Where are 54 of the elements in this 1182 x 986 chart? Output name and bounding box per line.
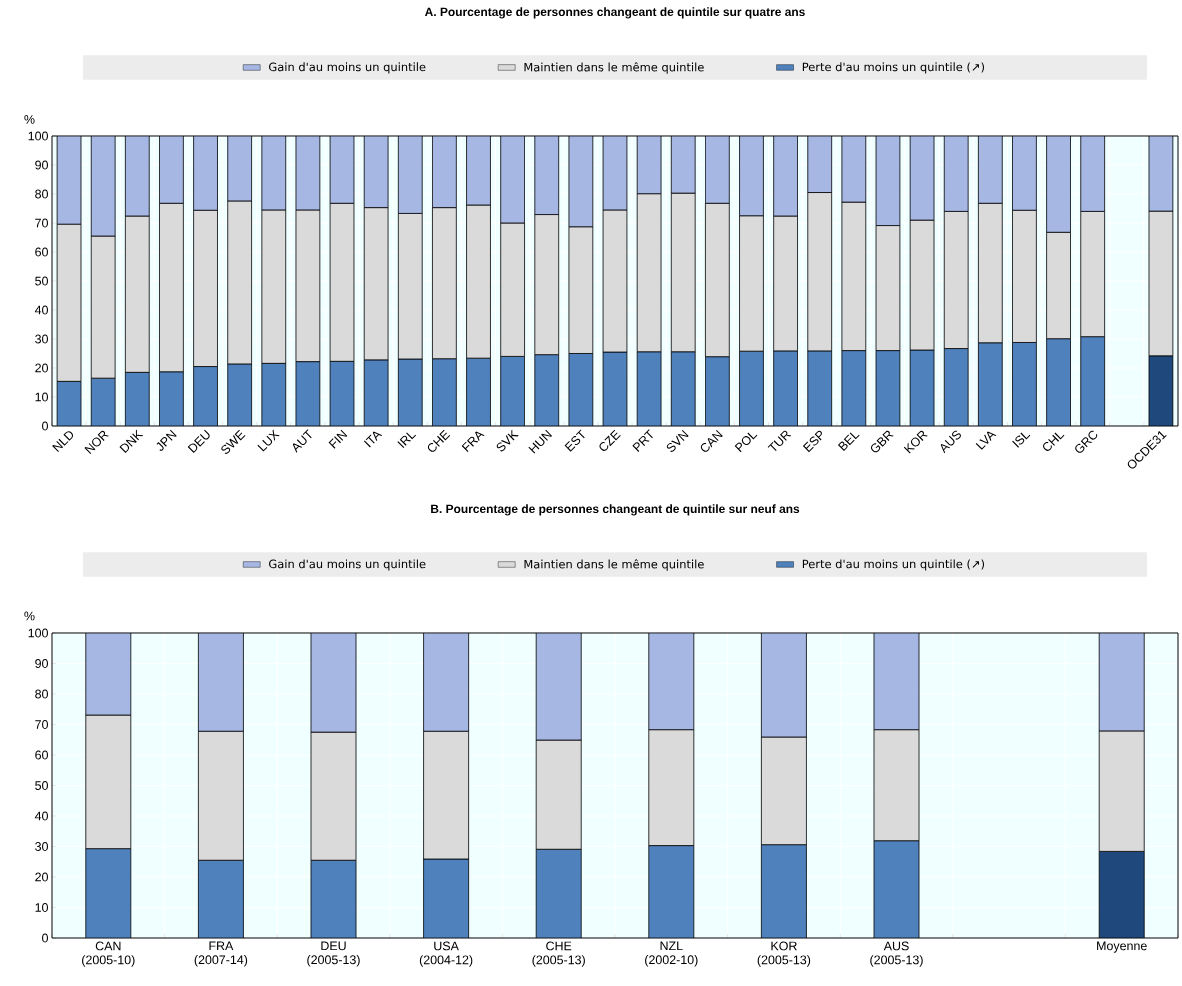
x-tick-label: LVA xyxy=(975,431,997,450)
x-tick-label: NLD xyxy=(52,431,74,453)
x-tick-label: BEL xyxy=(837,432,860,452)
y-tick-label: 90 xyxy=(35,659,48,668)
y-tick-label: 0 xyxy=(42,421,48,431)
y-tick-label: 70 xyxy=(35,218,48,228)
x-tick-label: CHL xyxy=(1043,432,1065,451)
x-tick-label: TUR xyxy=(767,430,792,451)
y-tick-label: 10 xyxy=(35,392,48,402)
y-tick-label: 80 xyxy=(35,689,48,699)
y-tick-label: 50 xyxy=(35,781,48,790)
x-tick-label: POL xyxy=(734,432,758,453)
x-tick-label: FIN xyxy=(328,429,348,449)
legend-label: Gain d'au moins un quintile xyxy=(269,62,426,74)
x-tick-label: Moyenne xyxy=(1097,941,1147,953)
y-tick-label: 40 xyxy=(34,305,48,315)
x-tick-label: ITA xyxy=(363,431,383,448)
legend-label: Gain d'au moins un quintile xyxy=(269,559,426,571)
y-axis-title: % xyxy=(24,611,35,621)
legend-label: Perte d'au moins un quintile (↗) xyxy=(802,559,985,571)
y-tick-label: 30 xyxy=(35,842,48,851)
x-tick-label: FRA xyxy=(461,431,485,453)
y-tick-label: 50 xyxy=(35,276,48,286)
x-tick-label: ISL xyxy=(1012,432,1031,448)
x-tick-label: FRA (2007-14) xyxy=(194,941,248,967)
y-tick-label: 20 xyxy=(35,872,48,882)
chart-title: A. Pourcentage de personnes changeant de quintile sur quatre ans xyxy=(424,7,805,19)
y-tick-label: 40 xyxy=(34,811,48,821)
legend-label: Perte d'au moins un quintile (↗) xyxy=(802,62,985,74)
x-tick-label: IRL xyxy=(397,432,417,449)
x-tick-label: NZL (2002-10) xyxy=(645,941,698,967)
y-tick-label: 60 xyxy=(35,247,48,257)
x-tick-label: DEU (2005-13) xyxy=(307,941,360,967)
legend-label: Maintien dans le même quintile xyxy=(524,559,704,571)
legend-label: Maintien dans le même quintile xyxy=(524,62,704,74)
y-tick-label: 0 xyxy=(42,933,48,943)
y-tick-label: 60 xyxy=(35,750,48,760)
y-tick-label: 80 xyxy=(35,189,48,199)
x-tick-label: KOR (2005-13) xyxy=(757,941,811,967)
y-tick-label: 70 xyxy=(35,720,48,729)
chart-title: B. Pourcentage de personnes changeant de quintile sur neuf ans xyxy=(431,504,800,516)
y-tick-label: 30 xyxy=(35,334,48,344)
y-tick-label: 10 xyxy=(35,903,48,912)
x-tick-label: CZE xyxy=(599,429,621,451)
x-tick-label: CHE (2005-13) xyxy=(532,941,585,967)
y-axis-title: % xyxy=(24,115,35,124)
x-tick-label: AUS (2005-13) xyxy=(870,941,923,967)
y-tick-label: 100 xyxy=(28,628,48,638)
y-tick-label: 20 xyxy=(35,363,48,373)
x-tick-label: USA (2004-12) xyxy=(419,941,473,967)
y-tick-label: 90 xyxy=(35,160,48,170)
y-tick-label: 100 xyxy=(28,131,48,141)
x-tick-label: JPN xyxy=(156,429,177,451)
x-tick-label: CAN (2005-10) xyxy=(82,941,135,967)
